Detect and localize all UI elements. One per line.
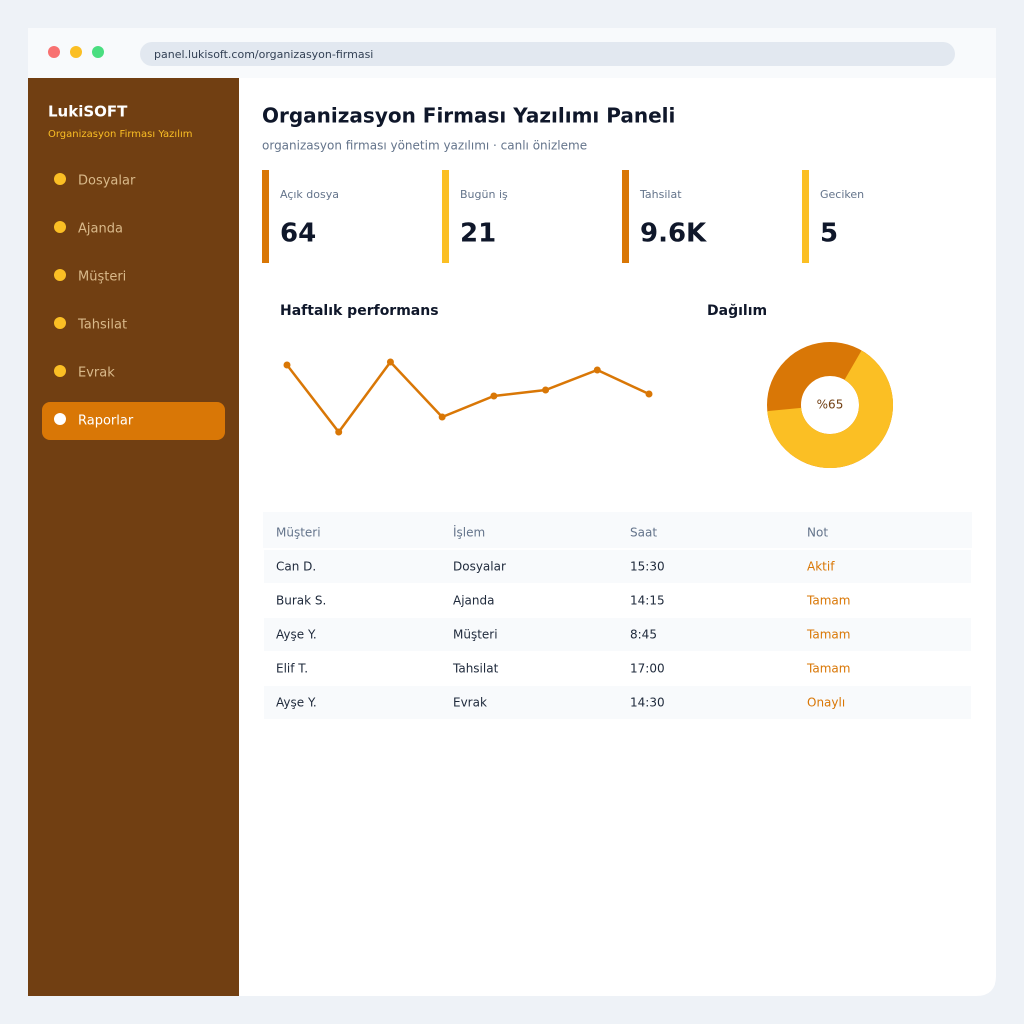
- nav-item[interactable]: Evrak: [78, 366, 115, 381]
- table-cell: 15:30: [630, 560, 665, 574]
- line-point: [438, 413, 446, 421]
- window-close[interactable]: [48, 46, 60, 58]
- line-point: [386, 358, 394, 366]
- kpi-value: 9.6K: [640, 219, 707, 249]
- kpi-label: Açık dosya: [280, 188, 339, 201]
- table-row-bg: [264, 686, 971, 719]
- table-cell: 8:45: [630, 628, 657, 642]
- table-cell: Ajanda: [453, 594, 494, 608]
- line-point: [283, 361, 291, 369]
- line-point: [490, 392, 498, 400]
- table-cell: 17:00: [630, 662, 665, 676]
- line-point: [335, 428, 343, 436]
- table-row-bg: [264, 618, 971, 651]
- line-point: [645, 390, 653, 398]
- table-cell: Dosyalar: [453, 560, 506, 574]
- kpi-accent: [802, 170, 809, 263]
- table-cell: Tamam: [806, 662, 850, 676]
- kpi-label: Tahsilat: [639, 188, 682, 201]
- table-cell: Ayşe Y.: [276, 696, 317, 710]
- nav-dot: [54, 221, 66, 233]
- table-cell: Tamam: [806, 628, 850, 642]
- table-cell: Aktif: [807, 560, 835, 574]
- table-cell: 14:15: [630, 594, 665, 608]
- nav-item[interactable]: Raporlar: [78, 414, 134, 429]
- table-cell: Elif T.: [276, 662, 308, 676]
- sidebar: [28, 78, 239, 996]
- nav-dot: [54, 365, 66, 377]
- kpi-accent: [622, 170, 629, 263]
- address-bar[interactable]: [140, 42, 955, 66]
- table-cell: Burak S.: [276, 594, 326, 608]
- kpi-label: Bugün iş: [460, 188, 508, 201]
- nav-dot: [54, 413, 66, 425]
- page-subtitle: organizasyon firması yönetim yazılımı · …: [262, 139, 587, 153]
- table-cell: Tahsilat: [452, 662, 499, 676]
- column-header: Müşteri: [276, 526, 321, 540]
- table-cell: Müşteri: [453, 628, 498, 642]
- chart-title: Haftalık performans: [280, 303, 439, 319]
- kpi-value: 21: [460, 219, 496, 249]
- line-point: [593, 366, 601, 374]
- nav-item[interactable]: Müşteri: [78, 270, 126, 285]
- window-minimize[interactable]: [70, 46, 82, 58]
- donut-segment: [767, 342, 893, 468]
- nav-item[interactable]: Ajanda: [78, 222, 123, 237]
- table-row-bg: [264, 550, 971, 583]
- column-header: İşlem: [453, 525, 485, 540]
- url: panel.lukisoft.com/organizasyon-firmasi: [154, 48, 373, 61]
- table-cell: Onaylı: [807, 696, 845, 710]
- column-header: Saat: [630, 526, 657, 540]
- column-header: Not: [807, 526, 828, 540]
- tagline: Organizasyon Firması Yazılım: [48, 129, 193, 140]
- kpi-accent: [262, 170, 269, 263]
- table-cell: Ayşe Y.: [276, 628, 317, 642]
- nav-item[interactable]: Tahsilat: [77, 318, 127, 333]
- page-title: Organizasyon Firması Yazılımı Paneli: [262, 104, 675, 128]
- line: [286, 360, 650, 435]
- kpi-label: Geciken: [820, 188, 864, 201]
- nav-item[interactable]: Dosyalar: [78, 174, 136, 189]
- nav-dot: [54, 317, 66, 329]
- table-cell: 14:30: [630, 696, 665, 710]
- table-cell: Tamam: [806, 594, 850, 608]
- table-header: [263, 512, 972, 548]
- nav-item-active[interactable]: [42, 402, 225, 440]
- chart-title: Dağılım: [707, 303, 767, 319]
- kpi-accent: [442, 170, 449, 263]
- table-cell: Evrak: [453, 696, 487, 710]
- line-point: [542, 386, 550, 394]
- kpi-value: 64: [280, 219, 316, 249]
- window-maximize[interactable]: [92, 46, 104, 58]
- kpi-value: 5: [820, 219, 838, 249]
- table-cell: Can D.: [276, 560, 316, 574]
- brand: LukiSOFT: [48, 103, 128, 121]
- nav-dot: [54, 269, 66, 281]
- donut-label: %65: [817, 398, 844, 412]
- nav-dot: [54, 173, 66, 185]
